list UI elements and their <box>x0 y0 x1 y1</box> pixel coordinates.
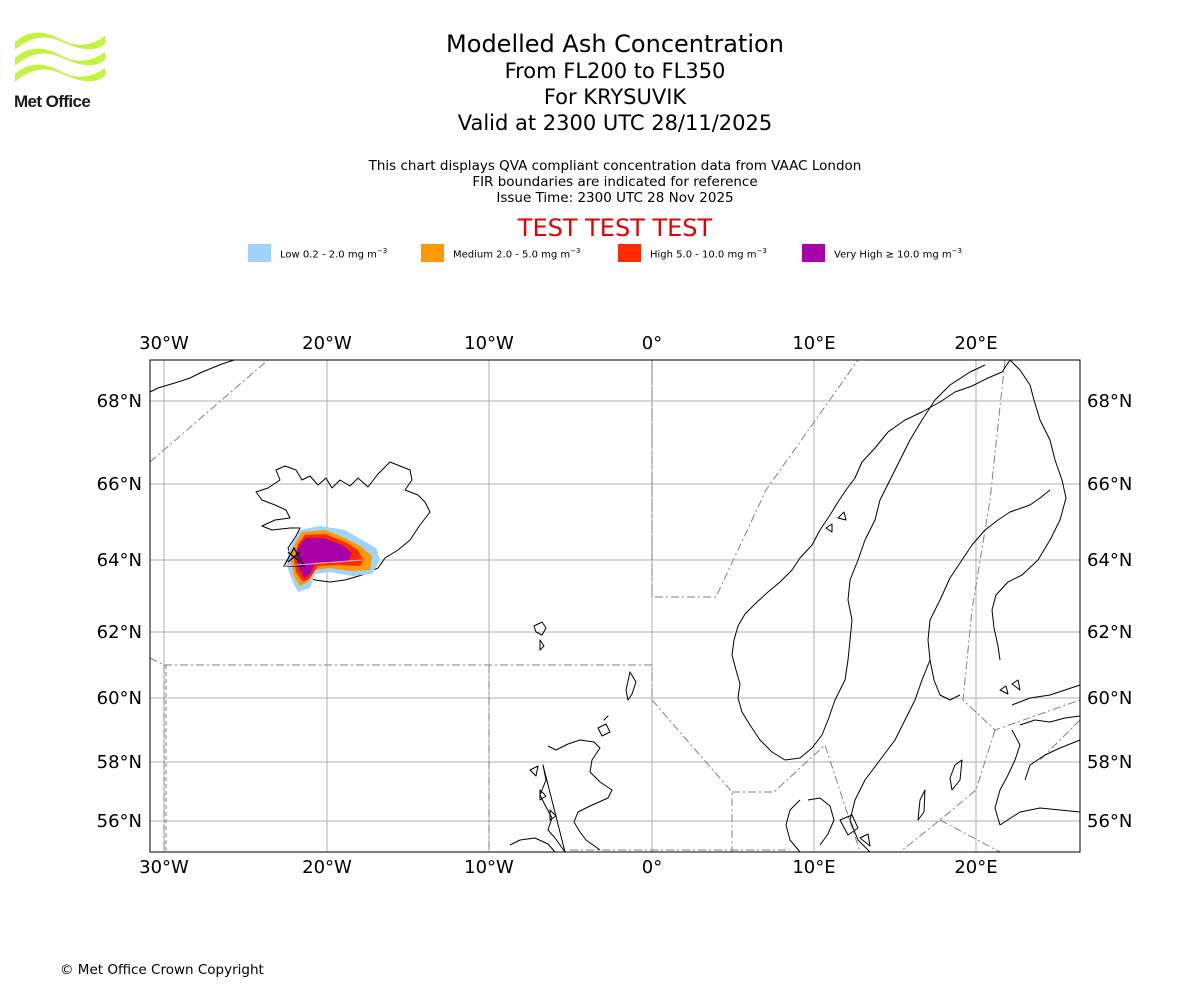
estonia-coast <box>1019 715 1081 726</box>
test-banner: TEST TEST TEST <box>517 214 713 242</box>
flight-levels: From FL200 to FL350 <box>504 59 726 83</box>
lon-label: 20°W <box>302 857 352 878</box>
fir-boundaries <box>149 359 1081 853</box>
lon-label: 10°W <box>464 857 514 878</box>
description-line: FIR boundaries are indicated for referen… <box>472 174 758 190</box>
sweden-norway-interior <box>827 359 1067 721</box>
baltic-coast <box>994 684 1081 826</box>
lon-label: 10°W <box>464 333 514 354</box>
legend-label-medium: Medium 2.0 - 5.0 mg m <box>453 249 571 261</box>
ash-plume <box>282 526 380 592</box>
lon-label: 30°W <box>139 333 189 354</box>
fir-boundaries-dashed <box>165 360 653 852</box>
met-office-logo: Met Office <box>14 30 110 112</box>
lat-label: 60°N <box>97 688 142 709</box>
finland-sweden-gulf <box>927 489 1051 701</box>
met-office-waves-icon <box>15 32 105 82</box>
lat-labels-right: 68°N 66°N 64°N 62°N 60°N 58°N 56°N <box>1087 391 1132 832</box>
lat-label: 62°N <box>97 622 142 643</box>
graticule <box>150 360 1080 852</box>
lon-label: 0° <box>642 857 662 878</box>
shetland <box>625 671 637 701</box>
unit-exponent: −3 <box>570 247 581 255</box>
ash-map: 30°W 20°W 10°W 0° 10°E 20°E 30°W 20°W 10… <box>97 333 1133 878</box>
legend-swatch-low <box>248 244 271 262</box>
greenland-coast <box>149 359 235 393</box>
ash-very-high-region <box>296 538 352 578</box>
lon-label: 10°E <box>792 857 835 878</box>
map-frame <box>149 359 1081 853</box>
chart-description: This chart displays QVA compliant concen… <box>0 158 1200 206</box>
legend-label-very-high: Very High ≥ 10.0 mg m <box>834 249 952 261</box>
lofoten <box>825 511 847 533</box>
legend-swatch-medium <box>421 244 444 262</box>
valid-time: Valid at 2300 UTC 28/11/2025 <box>457 111 773 135</box>
lat-label: 64°N <box>97 550 142 571</box>
unit-exponent: −3 <box>951 247 962 255</box>
aland-islands <box>999 679 1021 695</box>
lat-label: 56°N <box>1087 811 1132 832</box>
volcano-name: For KRYSUVIK <box>543 85 687 109</box>
danish-islands <box>839 814 871 847</box>
iceland-coast <box>255 461 431 583</box>
lat-label: 66°N <box>97 474 142 495</box>
legend-swatch-high <box>618 244 641 262</box>
volcano-triangle-icon <box>282 546 306 567</box>
sweden-south-coast <box>849 659 931 853</box>
denmark-coast <box>785 797 835 853</box>
lon-label: 10°E <box>792 333 835 354</box>
unit-exponent: −3 <box>376 247 388 255</box>
lon-label: 20°W <box>302 333 352 354</box>
volcano-marker <box>282 546 306 567</box>
scotland-coast <box>539 739 613 853</box>
lat-label: 68°N <box>97 391 142 412</box>
gotland <box>949 759 963 791</box>
lat-label: 58°N <box>97 752 142 773</box>
lon-label: 30°W <box>139 857 189 878</box>
orkney <box>597 715 611 737</box>
chart-header: Modelled Ash Concentration From FL200 to… <box>0 30 1200 136</box>
lon-label: 0° <box>642 333 662 354</box>
lat-label: 62°N <box>1087 622 1132 643</box>
lat-label: 58°N <box>1087 752 1132 773</box>
lat-labels-left: 68°N 66°N 64°N 62°N 60°N 58°N 56°N <box>97 391 142 832</box>
legend-label-low: Low 0.2 - 2.0 mg m <box>280 249 377 261</box>
logo-text: Met Office <box>14 92 91 111</box>
legend-swatch-very-high <box>802 244 825 262</box>
lat-label: 56°N <box>97 811 142 832</box>
norway-coast <box>731 359 1011 761</box>
coastlines <box>149 359 1081 853</box>
lon-label: 20°E <box>954 857 997 878</box>
lon-label: 20°E <box>954 333 997 354</box>
lat-label: 66°N <box>1087 474 1132 495</box>
legend-label-high: High 5.0 - 10.0 mg m <box>650 249 757 261</box>
lat-label: 60°N <box>1087 688 1132 709</box>
unit-exponent: −3 <box>756 247 767 255</box>
lon-labels-bottom: 30°W 20°W 10°W 0° 10°E 20°E <box>139 857 997 878</box>
copyright-notice: © Met Office Crown Copyright <box>60 962 264 978</box>
lat-label: 68°N <box>1087 391 1132 412</box>
issue-time: Issue Time: 2300 UTC 28 Nov 2025 <box>496 190 734 206</box>
lon-labels-top: 30°W 20°W 10°W 0° 10°E 20°E <box>139 333 997 354</box>
chart-title: Modelled Ash Concentration <box>446 30 784 58</box>
hebrides <box>529 765 557 821</box>
oland <box>917 789 926 821</box>
lat-label: 64°N <box>1087 550 1132 571</box>
description-line: This chart displays QVA compliant concen… <box>368 158 862 174</box>
faroe-islands <box>533 621 547 651</box>
ireland-coast <box>509 837 556 853</box>
plume-hatch <box>283 559 363 567</box>
